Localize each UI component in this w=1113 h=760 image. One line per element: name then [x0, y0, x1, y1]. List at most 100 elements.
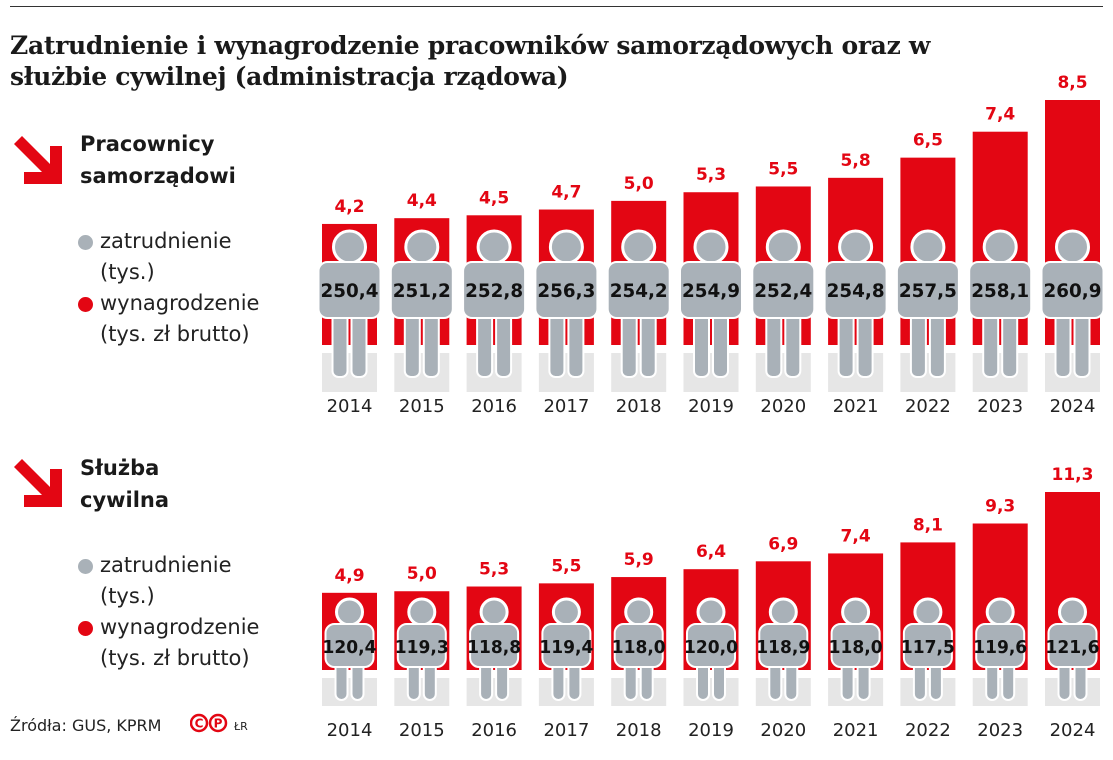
employment-label: 118,9	[756, 637, 810, 658]
person-body-icon	[686, 623, 736, 668]
legend-local: zatrudnienie (tys.) wynagrodzenie (tys. zł…	[78, 226, 259, 350]
person-body-icon	[902, 623, 953, 668]
bar-shadow	[538, 353, 594, 392]
year-tick-label: 2017	[543, 720, 589, 741]
person-head-icon	[693, 229, 729, 265]
person-leg-icon	[1001, 311, 1019, 378]
legend-dot-red	[78, 297, 93, 312]
employment-label: 120,4	[323, 637, 377, 658]
person-leg-icon	[548, 311, 566, 378]
person-leg-icon	[784, 311, 802, 378]
section-title-local: Pracownicy samorządowi	[80, 128, 236, 192]
bar-shadow	[900, 678, 956, 706]
employment-label: 252,4	[754, 280, 812, 302]
person-leg-icon	[476, 311, 494, 378]
person-leg-icon	[693, 311, 710, 378]
year-tick-label: 2020	[760, 720, 806, 741]
year-tick-label: 2014	[327, 720, 373, 741]
employment-label: 118,0	[829, 637, 883, 658]
employment-label: 256,3	[537, 280, 595, 302]
year-tick-label: 2023	[977, 396, 1023, 417]
employment-label: 119,3	[395, 637, 449, 658]
legend-dot-red	[78, 621, 93, 636]
salary-label: 5,3	[696, 165, 726, 185]
person-leg-icon	[928, 311, 946, 378]
author-initials: ŁR	[234, 720, 248, 733]
year-tick-label: 2018	[616, 720, 662, 741]
salary-label: 5,3	[479, 560, 509, 580]
salary-label: 6,4	[696, 542, 726, 562]
legend-label: zatrudnienie	[100, 229, 232, 253]
person-head-icon	[768, 597, 798, 627]
legend-salary: wynagrodzenie (tys. zł brutto)	[78, 612, 259, 674]
legend-label: wynagrodzenie	[100, 291, 260, 315]
employment-label: 260,9	[1044, 280, 1102, 302]
section-title-line: cywilna	[80, 488, 170, 512]
salary-label: 7,4	[985, 105, 1015, 125]
bar-shadow	[828, 678, 884, 706]
person-leg-icon	[567, 311, 585, 378]
person-leg-icon	[909, 311, 927, 378]
employment-label: 118,0	[612, 637, 666, 658]
salary-label: 5,8	[841, 151, 871, 171]
person-body-icon	[1047, 623, 1098, 668]
person-head-icon	[982, 229, 1018, 265]
year-tick-label: 2017	[543, 396, 589, 417]
legend-unit: (tys.)	[100, 260, 155, 284]
year-tick-label: 2023	[977, 720, 1023, 741]
person-head-icon	[404, 229, 440, 265]
person-body-icon	[462, 261, 527, 319]
person-head-icon	[335, 597, 364, 627]
person-body-icon	[975, 623, 1026, 668]
salary-label: 6,5	[913, 131, 943, 151]
section-title-line: Służba	[80, 456, 160, 480]
person-head-icon	[476, 229, 512, 265]
person-head-icon	[913, 597, 943, 627]
person-head-icon	[332, 229, 367, 265]
person-head-icon	[624, 597, 654, 627]
salary-label: 8,5	[1057, 73, 1087, 93]
salary-label: 4,7	[551, 183, 581, 203]
person-head-icon	[621, 229, 657, 265]
salary-label: 8,1	[913, 515, 943, 535]
year-tick-label: 2015	[399, 720, 445, 741]
person-leg-icon	[1073, 311, 1091, 378]
legend-label: wynagrodzenie	[100, 615, 260, 639]
bar-shadow	[683, 678, 739, 706]
year-tick-label: 2016	[471, 396, 517, 417]
chart-title: Zatrudnienie i wynagrodzenie pracowników…	[10, 31, 931, 91]
bar-shadow	[755, 678, 811, 706]
salary-label: 5,0	[407, 564, 437, 584]
employment-label: 258,1	[971, 280, 1029, 302]
legend-unit: (tys. zł brutto)	[100, 322, 250, 346]
employment-label: 251,2	[393, 280, 451, 302]
person-body-icon	[895, 261, 960, 319]
section-title-civil: Służba cywilna	[80, 452, 169, 516]
salary-label: 5,0	[624, 174, 654, 194]
legend-dot-gray	[78, 235, 93, 250]
bar-shadow	[900, 353, 956, 392]
person-head-icon	[910, 229, 946, 265]
legend-unit: (tys.)	[100, 584, 155, 608]
person-head-icon	[1058, 597, 1087, 627]
bar-shadow	[683, 353, 739, 392]
person-body-icon	[751, 261, 816, 319]
bar-shadow	[1045, 353, 1100, 392]
salary-label: 4,5	[479, 188, 509, 208]
person-body-icon	[606, 261, 671, 319]
salary-label: 4,2	[334, 197, 364, 217]
person-body-icon	[469, 623, 520, 668]
year-tick-label: 2022	[905, 396, 951, 417]
year-tick-label: 2019	[688, 396, 734, 417]
section-title-line: Pracownicy	[80, 132, 215, 156]
arrow-down-right-icon	[14, 136, 62, 184]
person-head-icon	[838, 229, 874, 265]
year-tick-label: 2024	[1050, 720, 1096, 741]
person-head-icon	[1055, 229, 1090, 265]
person-body-icon	[389, 261, 454, 319]
person-head-icon	[479, 597, 509, 627]
employment-label: 254,9	[682, 280, 740, 302]
salary-label: 11,3	[1052, 465, 1094, 485]
person-leg-icon	[422, 311, 440, 378]
person-head-icon	[548, 229, 584, 265]
